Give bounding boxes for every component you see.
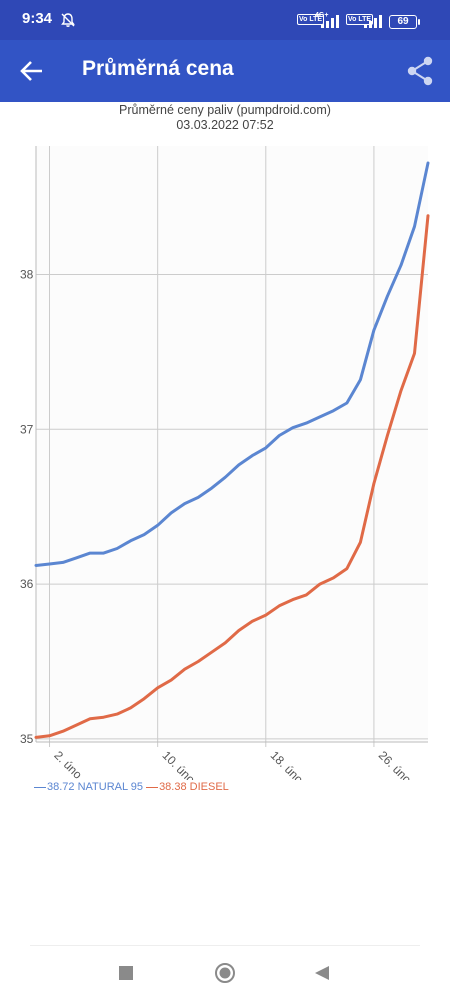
volte-icon-2: Vo LTE [346, 14, 374, 25]
network-type: 4G+ [315, 12, 329, 19]
page-title: Průměrná cena [82, 57, 234, 80]
y-tick-label: 35 [20, 732, 34, 746]
notifications-off-icon [61, 13, 75, 27]
x-tick-label: 10. úno [160, 748, 198, 780]
legend-label-diesel: 38.38 DIESEL [159, 781, 229, 793]
status-time: 9:34 [22, 10, 53, 27]
legend-swatch-natural95 [34, 786, 46, 788]
signal-icon [321, 15, 339, 28]
app-toolbar: Průměrná cena [0, 40, 450, 102]
nav-divider [30, 945, 420, 946]
y-tick-label: 36 [20, 577, 34, 591]
chart-title: Průměrné ceny paliv (pumpdroid.com) [119, 103, 331, 117]
x-tick-label: 18. úno [268, 748, 306, 780]
status-bar: 9:34 Vo LTE 4G+ Vo LTE 69 [0, 0, 450, 40]
home-circle-icon[interactable] [211, 962, 239, 984]
y-tick-label: 38 [20, 267, 34, 281]
chart-legend: 38.72 NATURAL 95 38.38 DIESEL [34, 781, 229, 793]
y-tick-label: 37 [20, 422, 34, 436]
signal-icon-2 [364, 15, 382, 28]
chart-header: Průměrné ceny paliv (pumpdroid.com) 03.0… [0, 103, 450, 133]
recents-square-icon[interactable] [112, 962, 140, 984]
legend-label-natural95: 38.72 NATURAL 95 [47, 781, 143, 793]
share-icon[interactable] [402, 53, 438, 89]
price-line-chart: 35 36 37 38 2. úno 10. úno 18. úno 26. úno [20, 146, 430, 780]
legend-item-natural95: 38.72 NATURAL 95 [34, 781, 146, 793]
chart-subtitle: 03.03.2022 07:52 [176, 118, 274, 132]
series-line-natural-95 [34, 161, 430, 567]
x-tick-label: 2. úno [51, 748, 85, 780]
arrow-back-icon[interactable] [14, 55, 50, 87]
series-line-diesel [34, 214, 430, 739]
volte-icon: Vo LTE [297, 14, 325, 25]
legend-item-diesel: 38.38 DIESEL [146, 781, 229, 793]
battery-icon: 69 [389, 15, 420, 29]
plot-area [36, 146, 428, 742]
back-triangle-icon[interactable] [308, 962, 336, 984]
legend-swatch-diesel [146, 786, 159, 788]
x-tick-label: 26. úno [376, 748, 414, 780]
